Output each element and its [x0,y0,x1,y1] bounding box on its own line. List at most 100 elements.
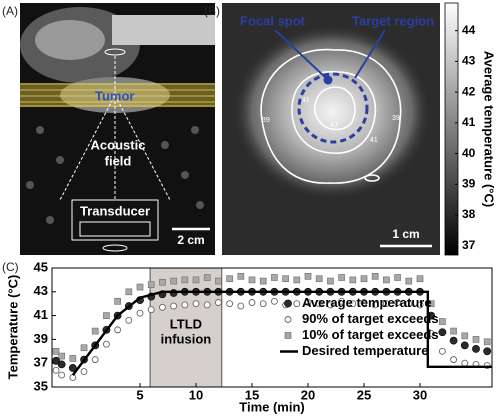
point [304,299,312,306]
point [371,301,379,309]
point [158,303,166,311]
target-region [297,72,369,144]
annotation: LTLD [170,316,202,331]
point [69,355,77,362]
point [315,300,323,308]
panel-b: (B) Focal spot Target region 1 cm 39 41 … [204,2,497,256]
scale-label: 2 cm [177,233,204,247]
anatomy [35,20,105,60]
acoustic-cone [59,56,171,201]
slice-lines [20,83,215,107]
tumor-label: Tumor [95,88,134,103]
point [170,302,178,310]
point [159,278,166,286]
point [237,272,245,280]
point [439,318,446,325]
point [349,276,357,284]
y-tick-label: 45 [34,259,48,274]
anatomy [112,15,215,45]
point [125,288,133,296]
point [181,276,189,284]
point [192,300,200,308]
point [248,276,256,284]
point [394,299,402,306]
point [52,366,60,374]
legend-label: Average temperature [302,295,432,310]
point [259,277,267,285]
transducer-label: Transducer [80,203,150,218]
x-tick-label: 30 [413,387,427,402]
x-tick-label: 15 [245,387,259,402]
colorbar-tick-label: 44 [462,23,476,37]
point [181,301,189,309]
panel-c: (C) Temperature (°C) Time (min) [2,260,305,414]
point [102,340,110,348]
contour-label: 39 [392,115,400,122]
panel-a: (A) Tumor Acoustic field Transducer 2 cm [2,3,215,255]
point [270,297,278,305]
point [103,312,110,319]
point [315,275,323,283]
field-label: field [105,153,132,168]
point [304,272,312,280]
x-tick-label: 25 [357,387,371,402]
colorbar-label: Average temperature (°C) [482,51,497,207]
x-axis-label: Time (min) [239,399,305,414]
field-label: Acoustic [91,137,146,152]
point [461,332,469,340]
colorbar-tick-label: 43 [462,54,476,68]
y-tick-label: 41 [34,307,48,322]
point [450,327,457,335]
colorbar-tick-label: 42 [462,84,476,98]
point [271,274,278,281]
point [284,316,292,323]
point [360,299,368,306]
annotation: infusion [161,331,212,346]
contour-labels: 39 41 43 41 39 [262,97,400,144]
y-tick-label: 35 [34,378,48,393]
point [58,352,65,360]
point [284,332,292,339]
desired-line [71,290,492,376]
contour-label: 41 [370,137,378,144]
point [438,347,446,355]
point [360,275,368,283]
slice-band [20,83,215,107]
point [327,277,334,285]
point [383,276,390,284]
point [114,326,122,334]
point [405,300,413,308]
transducer-box [71,199,159,241]
phantom-dots [26,126,204,224]
colorbar-tick-label: 39 [462,176,476,190]
point [405,277,413,285]
scale-label: 1 cm [392,227,419,241]
panel-label: (B) [204,4,220,18]
point [416,301,424,309]
legend-label: 10% of target exceeds [302,327,439,342]
point [338,274,345,281]
point [136,283,144,291]
point [226,300,234,308]
point [91,327,99,335]
point [460,341,469,350]
point [326,301,334,309]
point [91,356,99,364]
panel-label: (A) [2,4,18,18]
point [483,347,492,356]
x-tick-label: 10 [189,387,203,402]
point [215,277,222,285]
x-tick-label: 20 [301,387,315,402]
point [438,328,447,337]
point [136,309,144,317]
colorbar [444,2,459,256]
contour-label: 41 [302,97,310,104]
colorbar-tick-label: 37 [462,238,476,252]
point [472,336,480,343]
point [114,297,121,305]
pointer [274,29,327,79]
point [293,300,301,308]
point [259,300,267,308]
colorbar-tick-label: 41 [462,115,476,129]
